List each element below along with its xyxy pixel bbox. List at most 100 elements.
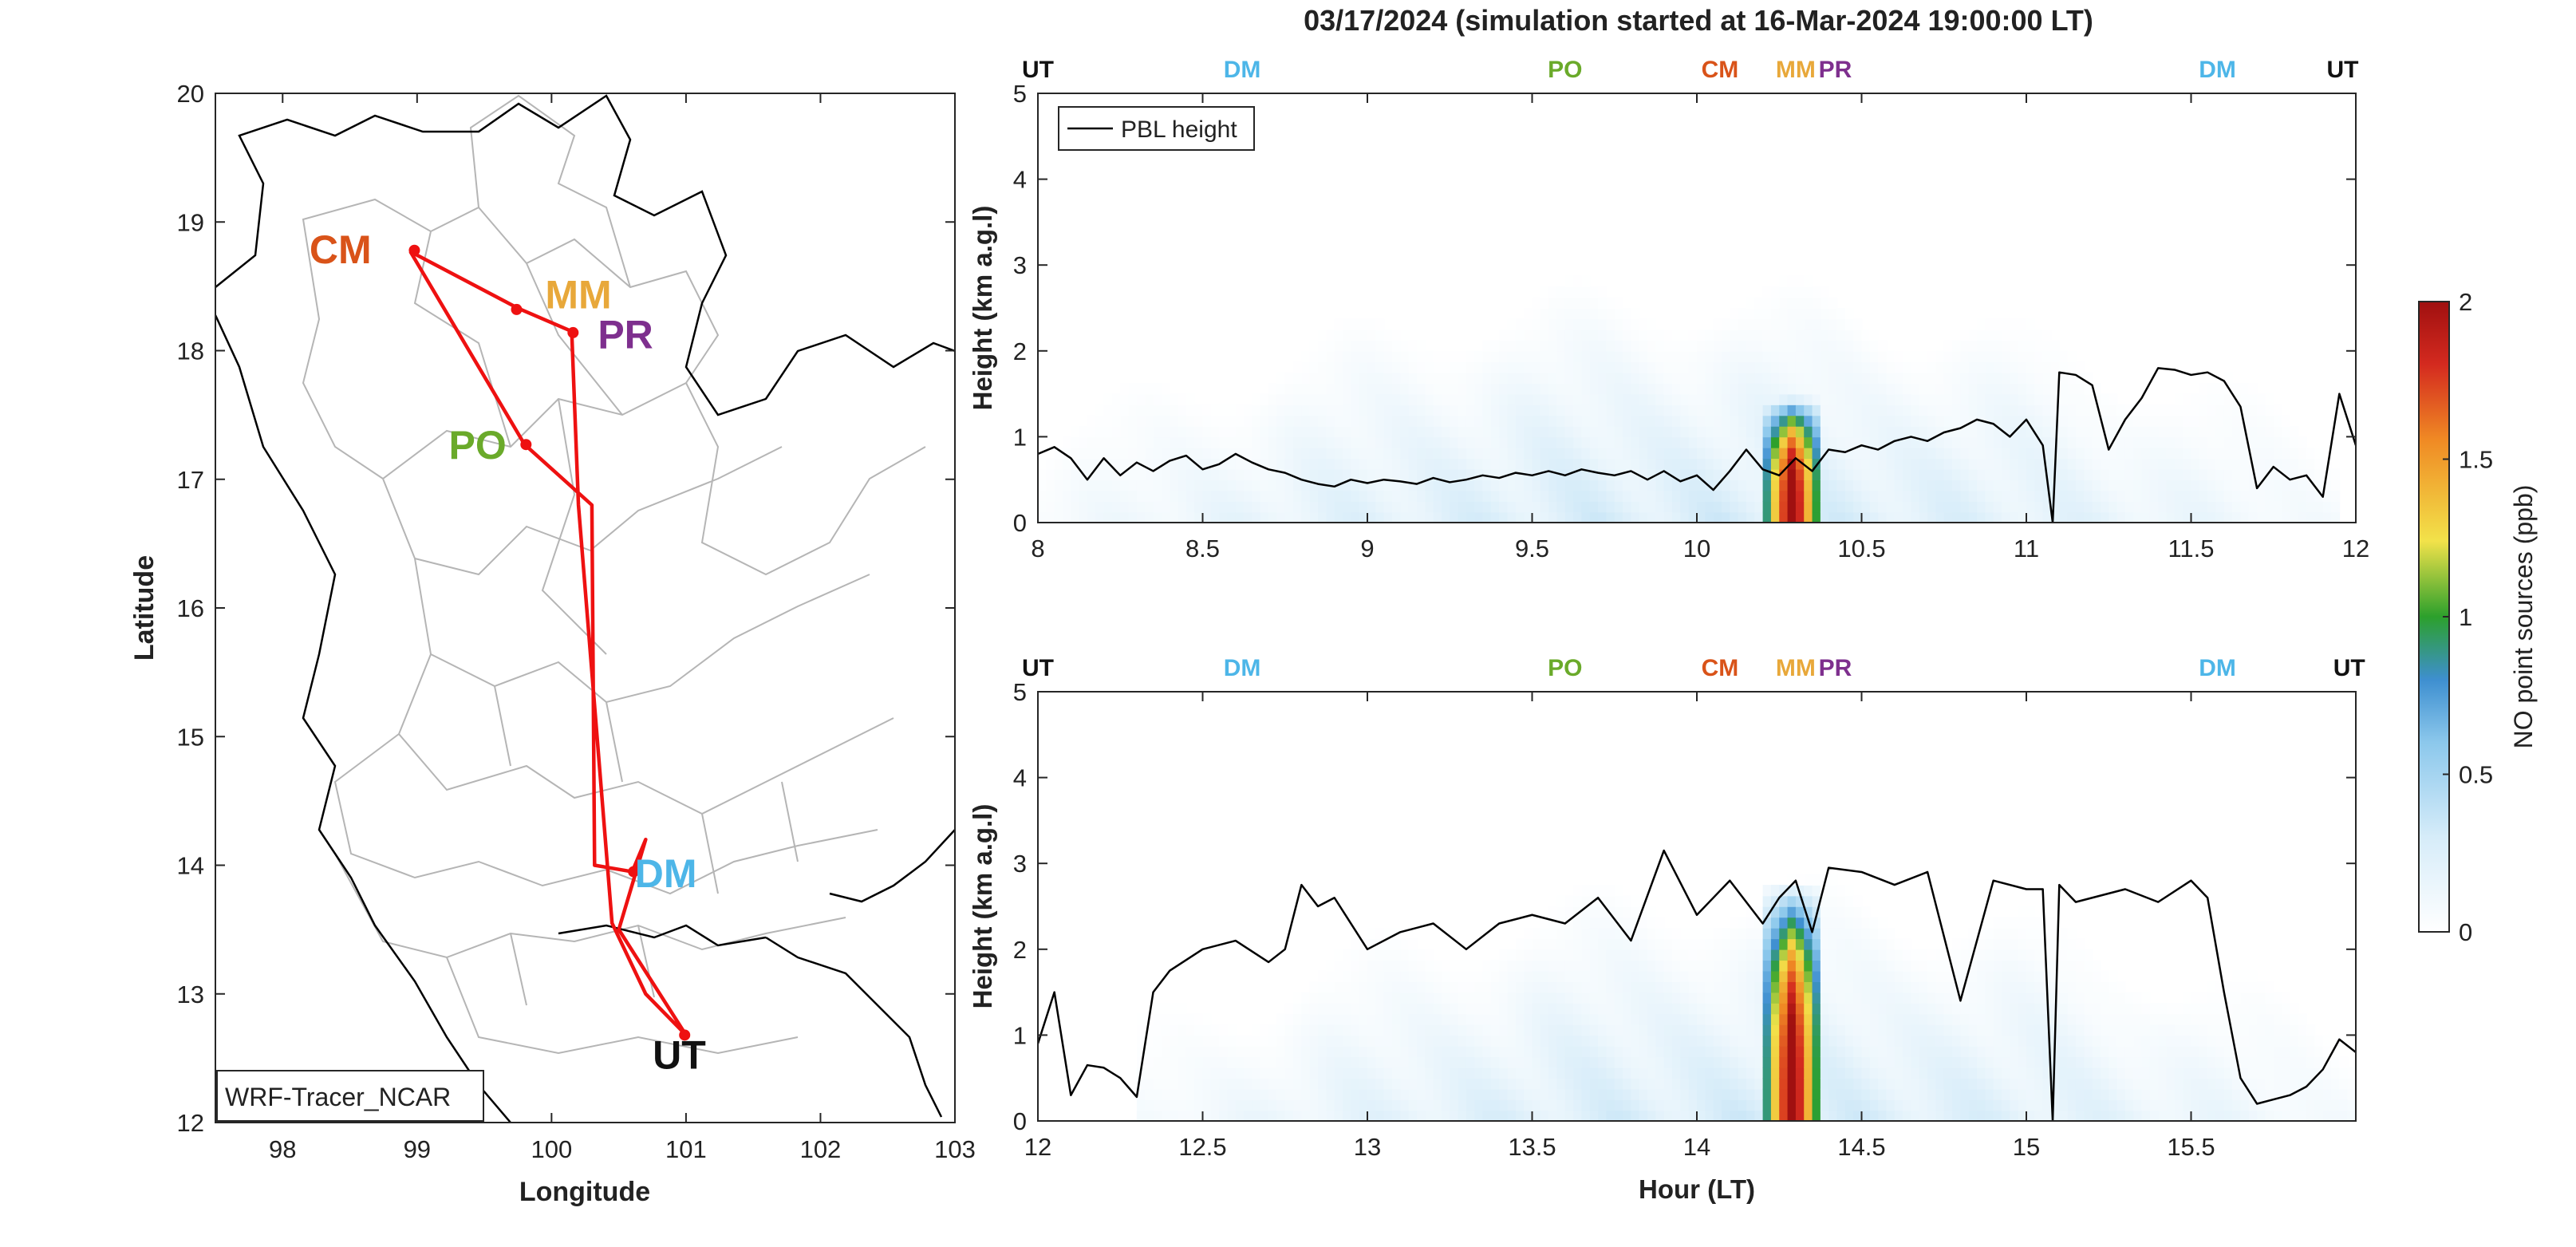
tracer-cell: [1886, 938, 1896, 950]
tracer-cell: [1935, 981, 1945, 993]
tracer-cell: [1713, 329, 1722, 341]
tracer-cell: [2174, 447, 2183, 460]
tracer-cell: [1136, 404, 1146, 416]
tracer-cell: [1466, 1003, 1476, 1015]
tracer-cell: [1639, 490, 1648, 502]
tracer-cell: [1136, 425, 1146, 438]
tracer-cell: [1869, 501, 1879, 513]
tracer-cell: [2223, 1056, 2233, 1068]
tracer-cell: [1309, 372, 1319, 384]
tracer-cell: [1318, 1035, 1327, 1047]
tracer-cell: [1185, 490, 1195, 502]
tracer-cell: [1441, 992, 1451, 1004]
tracer-cell: [1556, 415, 1566, 427]
tracer-cell: [1614, 447, 1623, 460]
tracer-cell: [1606, 447, 1615, 460]
tracer-cell: [1540, 350, 1549, 363]
tracer-cell: [2223, 425, 2233, 438]
tracer-cell: [1770, 970, 1781, 982]
tracer-cell: [1738, 981, 1747, 993]
tracer-cell: [1309, 350, 1319, 363]
tracer-cell: [1474, 1035, 1484, 1047]
tracer-cell: [2100, 1024, 2110, 1036]
tracer-cell: [1111, 436, 1122, 448]
tracer-cell: [2215, 447, 2225, 460]
tracer-cell: [1647, 906, 1657, 918]
tracer-cell: [1383, 383, 1393, 395]
tracer-cell: [1466, 372, 1476, 384]
tracer-cell: [1606, 1078, 1615, 1090]
tracer-cell: [1927, 1024, 1937, 1036]
tracer-cell: [1680, 938, 1690, 950]
tracer-cell: [1515, 479, 1525, 491]
tracer-cell: [2215, 501, 2225, 513]
tracer-cell: [1614, 308, 1623, 320]
ytick-label: 4: [1013, 166, 1027, 194]
tracer-cell: [1178, 1024, 1187, 1036]
xtick-label: 9: [1360, 535, 1374, 562]
tracer-cell: [2240, 404, 2250, 416]
tracer-cell: [1770, 350, 1781, 363]
tracer-cell: [1795, 468, 1805, 480]
tracer-cell: [2174, 1067, 2183, 1079]
tracer-cell: [1746, 447, 1756, 460]
tracer-cell: [2034, 1003, 2044, 1015]
tracer-cell: [1697, 447, 1706, 460]
tracer-cell: [1680, 970, 1690, 982]
tracer-cell: [2166, 425, 2176, 438]
tracer-cell: [1046, 468, 1055, 480]
tracer-cell: [1977, 511, 1986, 523]
tracer-cell: [1284, 501, 1294, 513]
tracer-cell: [2050, 917, 2061, 929]
tracer-cell: [1828, 938, 1838, 950]
tracer-cell: [1647, 436, 1657, 448]
tracer-cell: [1581, 490, 1591, 502]
tracer-cell: [1647, 949, 1657, 961]
tracer-cell: [2034, 938, 2044, 950]
tracer-cell: [1343, 1003, 1352, 1015]
tracer-cell: [1672, 468, 1682, 480]
tracer-cell: [2273, 1078, 2282, 1090]
tracer-cell: [1779, 906, 1789, 918]
tracer-cell: [1367, 511, 1377, 523]
tracer-cell: [1680, 468, 1690, 480]
tracer-cell: [1762, 436, 1772, 448]
tracer-cell: [1738, 917, 1747, 929]
tracer-cell: [1556, 479, 1566, 491]
tracer-cell: [1606, 393, 1615, 405]
tracer-cell: [1466, 490, 1476, 502]
tracer-cell: [1738, 415, 1747, 427]
tracer-cell: [1985, 501, 1994, 513]
tracer-cell: [2050, 425, 2061, 438]
tracer-cell: [1153, 511, 1162, 523]
tracer-cell: [1202, 1099, 1212, 1111]
tracer-cell: [1935, 383, 1945, 395]
tracer-cell: [1655, 404, 1665, 416]
tracer-cell: [1647, 490, 1657, 502]
tracer-cell: [1844, 1088, 1854, 1100]
tracer-cell: [1170, 1099, 1179, 1111]
tracer-cell: [1911, 490, 1920, 502]
tracer-cell: [2109, 511, 2118, 523]
tracer-cell: [2109, 1078, 2118, 1090]
tracer-cell: [2059, 1056, 2069, 1068]
tracer-cell: [2124, 404, 2135, 416]
tracer-cell: [1383, 436, 1393, 448]
tracer-cell: [1507, 1110, 1517, 1121]
tracer-cell: [1680, 1035, 1690, 1047]
tracer-cell: [1581, 383, 1591, 395]
tracer-cell: [2034, 350, 2044, 363]
tracer-cell: [1598, 479, 1608, 491]
tracer-cell: [1564, 981, 1574, 993]
tracer-cell: [1770, 404, 1781, 416]
tracer-cell: [1886, 960, 1896, 972]
tracer-cell: [1828, 1056, 1838, 1068]
ytick-label: 0: [1013, 1107, 1027, 1135]
tracer-cell: [1721, 1067, 1731, 1079]
tracer-cell: [1573, 286, 1583, 298]
tracer-cell: [2018, 992, 2027, 1004]
tracer-cell: [2010, 949, 2019, 961]
tracer-cell: [1103, 490, 1113, 502]
tracer-cell: [1564, 1088, 1574, 1100]
panel-top-legend: PBL height: [1058, 106, 1255, 151]
